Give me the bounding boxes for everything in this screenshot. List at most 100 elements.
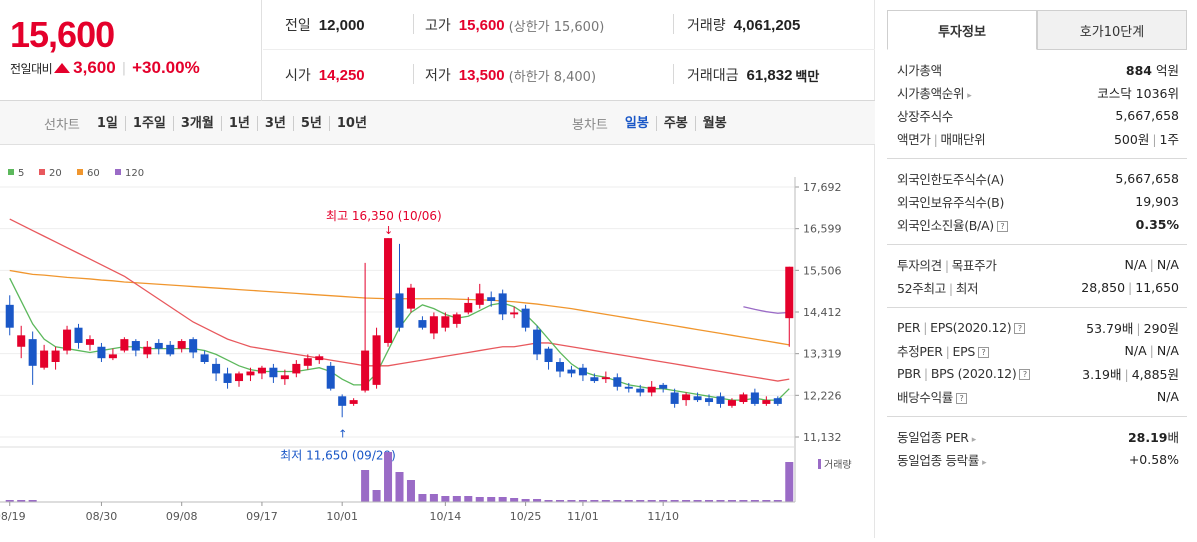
tab-order-book[interactable]: 호가10단계: [1037, 10, 1187, 50]
volume-bar: [624, 500, 633, 502]
market-cap-rank-row[interactable]: 시가총액순위 ▸ 코스닥 1036위: [897, 86, 1179, 101]
x-tick-label: 10/25: [510, 510, 542, 523]
volume-bar: [555, 500, 565, 502]
candle-body: [5, 304, 14, 328]
volume-bar: [773, 500, 782, 502]
candle-body: [338, 396, 347, 406]
candle-body: [693, 396, 702, 401]
volume: 거래량 4,061,205: [687, 16, 801, 35]
candle-body: [705, 398, 714, 403]
candle-body: [349, 400, 358, 404]
ma120-line: [743, 306, 790, 314]
volume-bar: [750, 500, 759, 502]
candle-body: [372, 335, 381, 385]
volume-bar: [452, 496, 461, 502]
volume-bar: [418, 494, 427, 502]
up-arrow-icon: [54, 63, 71, 73]
help-icon[interactable]: ?: [1014, 323, 1026, 334]
legend-label: 120: [125, 168, 144, 179]
candlestick-chart[interactable]: 5 20 60 120 17,692 16,599 15,506 14,412 13,319 12…: [0, 145, 875, 538]
volume-bar: [475, 497, 484, 502]
quote-summary: 15,600 전일대비 3,600 | +30.00% 전일 12,000 고가 1…: [0, 0, 875, 101]
candle-body: [395, 293, 404, 328]
candle-period-2[interactable]: 월봉: [694, 115, 734, 131]
candle-chart-label: 봉차트: [572, 117, 608, 133]
low-price: 저가 13,500 (하한가 8,400): [425, 66, 597, 85]
divider: |: [121, 60, 127, 76]
candle-body: [601, 377, 610, 380]
dividend-row: 배당수익률? N/A: [897, 389, 1179, 405]
candle-body: [716, 396, 725, 404]
candle-body: [544, 348, 553, 362]
line-period-1[interactable]: 1주일: [124, 115, 173, 131]
line-period-5[interactable]: 5년: [292, 115, 329, 131]
section-valuation: PER | EPS(2020.12)? 53.79배 | 290원 추정PER | EPS? N…: [887, 308, 1187, 417]
tab-investment-info[interactable]: 투자정보: [887, 10, 1037, 50]
sector-per-row[interactable]: 동일업종 PER ▸ 28.19배: [897, 430, 1179, 445]
per-row: PER | EPS(2020.12)? 53.79배 | 290원: [897, 320, 1179, 336]
help-icon[interactable]: ?: [1019, 369, 1031, 380]
volume-bar: [487, 497, 496, 502]
x-tick-label: 10/01: [326, 510, 358, 523]
candle-body: [384, 238, 393, 343]
open-price: 시가 14,250: [285, 66, 365, 85]
candle-body: [785, 266, 794, 319]
candle-body: [63, 329, 72, 351]
sector-change-row[interactable]: 동일업종 등락률 ▸ +0.58%: [897, 452, 1179, 468]
legend-swatch: [77, 169, 83, 175]
investment-info-panel: 투자정보 호가10단계 시가총액 884 억원 시가총액순위 ▸ 코스닥 1036위 …: [887, 10, 1187, 479]
candle-body: [212, 363, 221, 374]
candle-body: [762, 400, 771, 404]
foreign-ratio-row: 외국인소진율(B/A)? 0.35%: [897, 217, 1179, 233]
candle-body: [97, 346, 106, 359]
ma20-line: [9, 218, 790, 382]
candle-body: [120, 339, 129, 351]
par-row: 액면가 | 매매단위 500원 | 1주: [897, 132, 1179, 147]
high-price: 고가 15,600 (상한가 15,600): [425, 16, 605, 35]
candle-body: [85, 339, 94, 345]
y-tick-label: 16,599: [803, 223, 842, 236]
volume-bar: [521, 499, 530, 502]
line-period-6[interactable]: 10년: [328, 115, 374, 131]
candle-period-1[interactable]: 주봉: [655, 115, 695, 131]
candle-body: [510, 312, 519, 315]
section-market: 시가총액 884 억원 시가총액순위 ▸ 코스닥 1036위 상장주식수 5,667,6…: [887, 50, 1187, 159]
candle-body: [40, 350, 49, 368]
quote-row-1: 전일 12,000 고가 15,600 (상한가 15,600) 거래량 4,061,2…: [263, 0, 875, 50]
high-annotation: 최고 16,350 (10/06): [326, 209, 442, 223]
candle-body: [464, 302, 473, 313]
line-period-0[interactable]: 1일: [96, 115, 118, 131]
candle-body: [292, 363, 301, 374]
volume-bar: [395, 472, 404, 502]
line-period-3[interactable]: 1년: [220, 115, 257, 131]
candle-period-0[interactable]: 일봉: [624, 115, 649, 131]
candle-body: [578, 367, 587, 376]
volume-bar: [361, 470, 370, 502]
volume-bar: [613, 500, 622, 502]
week52-row: 52주최고 | 최저 28,850 | 11,650: [897, 280, 1179, 296]
low-arrow-icon: ↑: [338, 427, 347, 440]
help-icon[interactable]: ?: [996, 221, 1008, 232]
volume-bar: [693, 500, 702, 502]
volume-bar: [441, 496, 450, 502]
candle-body: [441, 316, 450, 328]
stock-chart[interactable]: 5 20 60 120 17,692 16,599 15,506 14,412 13,319 12…: [0, 145, 875, 538]
line-period-4[interactable]: 3년: [256, 115, 293, 131]
candle-body: [613, 377, 622, 387]
help-icon[interactable]: ?: [956, 393, 968, 404]
volume-bar: [498, 497, 507, 502]
volume-bar: [28, 500, 37, 502]
candle-body: [739, 394, 748, 403]
volume-legend-swatch: [818, 459, 821, 469]
candle-body: [533, 329, 542, 355]
volume-bar: [785, 462, 794, 502]
help-icon[interactable]: ?: [978, 347, 990, 358]
line-period-2[interactable]: 3개월: [172, 115, 221, 131]
candle-body: [452, 314, 461, 324]
volume-bar: [716, 500, 725, 502]
candle-body: [727, 400, 736, 406]
candle-body: [154, 342, 163, 349]
chevron-right-icon: ▸: [971, 435, 977, 445]
volume-bar: [406, 480, 415, 502]
y-tick-label: 17,692: [803, 181, 842, 194]
